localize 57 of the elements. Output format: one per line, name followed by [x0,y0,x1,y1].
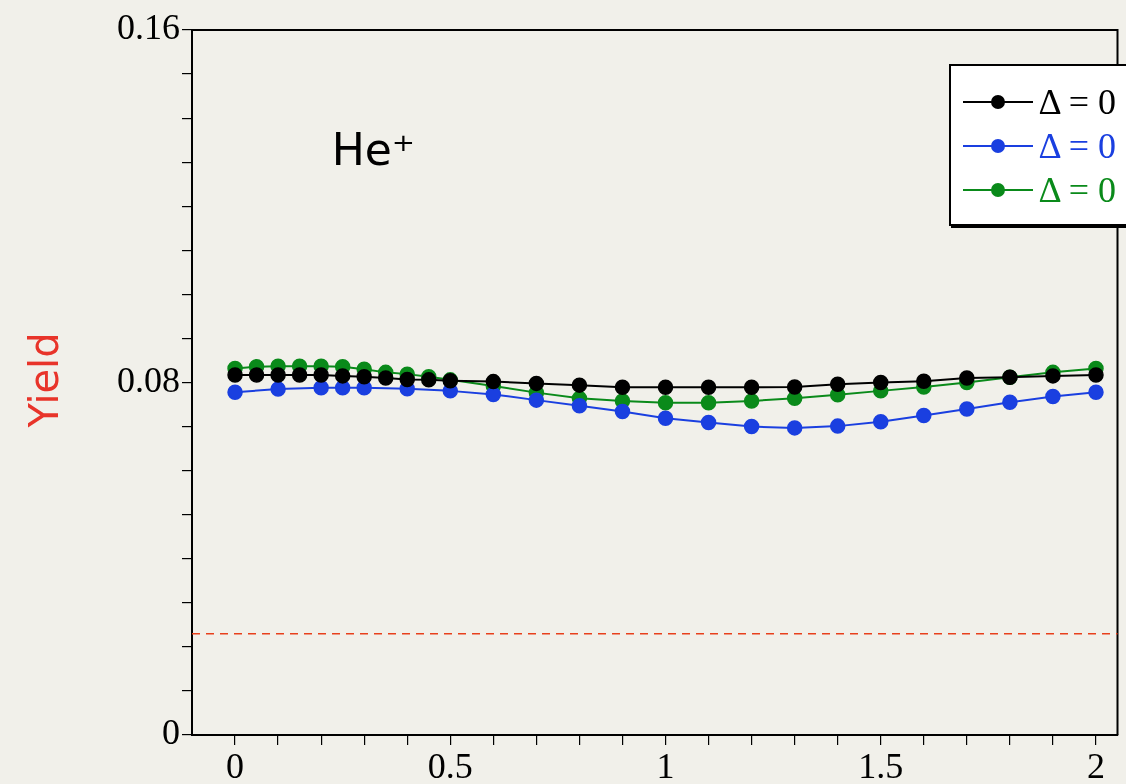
point [786,420,803,436]
point [248,367,265,383]
point [571,377,588,393]
legend-label: Δ = 0 [1037,125,1116,168]
point [227,367,243,383]
point [270,367,286,383]
y-axis-title: Yield [21,332,68,428]
point [313,367,329,383]
y-tick-label: 0 [162,712,180,753]
point [959,370,975,386]
x-tick-label: 0.5 [427,746,473,784]
point [700,395,717,411]
point [528,375,545,392]
point [872,374,889,391]
point [700,414,717,431]
point [829,418,846,434]
point [485,373,502,390]
point [571,398,588,414]
point [657,410,674,426]
point [227,384,243,400]
point [743,393,760,409]
point [528,392,545,408]
point [829,376,846,393]
point [614,403,631,420]
point [959,401,975,417]
y-tick-label: 0.08 [117,359,180,400]
legend-label: Δ = 0 [1037,169,1116,212]
point [657,395,674,411]
point [356,369,372,385]
y-tick-label: 0.16 [117,7,180,48]
point [1088,367,1104,383]
x-tick-label: 0 [226,746,245,784]
point [1088,384,1104,400]
point [399,371,415,388]
annotation: He⁺ [331,124,416,176]
point [1045,388,1061,405]
point [872,413,889,430]
x-tick-label: 1.5 [858,746,904,784]
point [743,418,760,435]
x-tick-label: 2 [1086,746,1105,784]
point [1002,394,1018,411]
point [485,386,502,403]
point [743,379,760,396]
point [334,368,351,384]
point [614,379,631,396]
point [786,379,803,395]
x-tick-label: 1 [656,746,675,784]
point [700,379,717,396]
point [377,370,394,386]
legend-label: Δ = 0 [1037,81,1116,124]
point [916,407,932,424]
point [657,379,674,396]
point [270,381,286,397]
point [313,380,329,396]
point [1045,368,1061,384]
point [916,373,932,389]
point [291,367,308,383]
